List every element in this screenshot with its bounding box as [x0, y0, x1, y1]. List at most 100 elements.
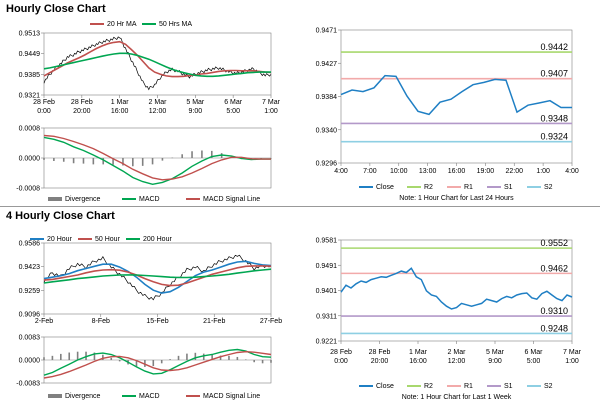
- hourly-macd-y-tick-label: 0.0000: [19, 156, 41, 163]
- hourly-macd-divergence-bar: [201, 150, 203, 158]
- four-hourly-levels-x-tick-label: 28 Feb: [330, 349, 352, 356]
- four-hourly-macd-divergence-bar: [169, 359, 171, 360]
- hourly-levels-plot-frame: [340, 29, 573, 164]
- hourly-levels-note: Note: 1 Hour Chart for Last 24 Hours: [399, 195, 514, 202]
- hourly-levels-x-tick-label: 16:00: [448, 168, 466, 175]
- four-hourly-macd-divergence-bar: [152, 360, 155, 367]
- four-hourly-macd-divergence-bar: [244, 359, 247, 360]
- hourly-levels-legend-label: R1: [464, 184, 473, 191]
- hourly-macd-divergence-bar: [181, 154, 183, 158]
- hourly-macd-divergence-bar: [171, 157, 174, 159]
- four-hourly-macd-y-tick-label: 0.0000: [19, 358, 41, 365]
- hourly-macd-legend-label: MACD: [139, 196, 160, 203]
- hourly-price-plot-frame: [43, 32, 272, 96]
- four-hourly-levels-x-tick-label: 2 Mar: [448, 349, 467, 356]
- four-hourly-price-x-tick-label: 27-Feb: [260, 318, 282, 325]
- four-hourly-macd-legend-swatch: [48, 394, 62, 398]
- hourly-price-y-tick-label: 0.9385: [19, 72, 41, 79]
- hourly-price-x-tick-label: 1:00: [264, 108, 278, 115]
- four-hourly-levels-x-tick-label: 0:00: [334, 358, 348, 365]
- hourly-macd-divergence-bar: [260, 158, 262, 159]
- four-hourly-levels-x-tick-label: 5 Mar: [486, 349, 505, 356]
- four-hourly-levels-legend-label: R1: [464, 383, 473, 390]
- four-hourly-price-legend-label: 50 Hour: [95, 236, 121, 243]
- four-hourly-levels-y-tick-label: 0.9311: [316, 313, 337, 320]
- four-hourly-macd-divergence-bar: [261, 360, 264, 364]
- four-hourly-macd-divergence-bar: [160, 360, 163, 364]
- hourly-levels-close-line: [340, 74, 572, 116]
- four-hourly-price-y-tick-label: 0.9586: [19, 241, 41, 248]
- hourly-price-x-tick-label: 28 Feb: [71, 99, 93, 106]
- four-hourly-price-x-tick-label: 2-Feb: [35, 318, 53, 325]
- hourly-levels-x-tick-label: 1:00: [536, 168, 550, 175]
- hourly-levels-y-tick-label: 0.9340: [316, 127, 338, 134]
- four-hourly-price-legend-label: 200 Hour: [143, 236, 172, 243]
- four-hourly-macd-divergence-bar: [202, 353, 205, 360]
- four-hourly-macd-y-tick-label: 0.0083: [19, 335, 41, 342]
- four-hourly-levels-x-tick-label: 9:00: [488, 358, 502, 365]
- hourly-macd-divergence-bar: [270, 158, 272, 159]
- hourly-levels-legend-label: S2: [544, 184, 553, 191]
- four-hourly-macd-divergence-bar: [219, 355, 222, 360]
- four-hourly-levels-x-tick-label: 16:00: [409, 358, 427, 365]
- four-hourly-levels-close-line: [340, 267, 573, 310]
- hourly-levels-x-tick-label: 7:00: [363, 168, 377, 175]
- hourly-macd-divergence-bar: [191, 151, 193, 158]
- hourly-price-x-tick-label: 28 Feb: [33, 99, 55, 106]
- hourly-levels-x-tick-label: 13:00: [419, 168, 437, 175]
- hourly-price-x-tick-label: 16:00: [111, 108, 129, 115]
- four-hourly-macd-divergence-bar: [177, 355, 180, 360]
- four-hourly-macd-divergence-bar: [118, 360, 121, 362]
- hourly-levels-y-tick-label: 0.9296: [316, 161, 338, 168]
- hourly-macd-y-tick-label: -0.0008: [16, 186, 40, 193]
- four-hourly-macd-y-tick-label: -0.0083: [16, 381, 40, 388]
- four-hourly-levels-legend-label: S2: [544, 383, 553, 390]
- hourly-price-y-tick-label: 0.9449: [19, 51, 41, 58]
- four-hourly-levels-x-tick-label: 5:00: [527, 358, 541, 365]
- hourly-levels-legend-label: S1: [504, 184, 513, 191]
- four-hourly-price-ma-line: [43, 260, 272, 294]
- four-hourly-levels-x-tick-label: 20:00: [371, 358, 389, 365]
- hourly-levels-level-label: 0.9324: [540, 132, 568, 142]
- hourly-price-legend-label: 50 Hrs MA: [159, 21, 192, 28]
- four-hourly-levels-x-tick-label: 6 Mar: [525, 349, 544, 356]
- four-hourly-price-ma-line: [43, 268, 272, 284]
- four-hourly-macd-divergence-bar: [43, 357, 45, 360]
- hourly-price-x-tick-label: 2 Mar: [149, 99, 168, 106]
- hourly-macd-signal-line: [43, 134, 271, 181]
- four-hourly-macd-divergence-bar: [93, 352, 96, 360]
- hourly-macd-y-tick-label: 0.0008: [19, 126, 41, 133]
- four-hourly-levels-x-tick-label: 1 Mar: [409, 349, 428, 356]
- section-divider: [0, 206, 600, 207]
- four-hourly-price-y-tick-label: 0.9096: [19, 312, 41, 319]
- four-hourly-section-title: 4 Hourly Close Chart: [6, 210, 115, 222]
- hourly-price-x-tick-label: 20:00: [73, 108, 91, 115]
- four-hourly-levels-level-label: 0.9462: [540, 263, 568, 273]
- four-hourly-price-ma-line: [43, 265, 272, 287]
- four-hourly-price-y-tick-label: 0.9423: [19, 264, 41, 271]
- hourly-macd-divergence-bar: [112, 158, 114, 165]
- four-hourly-price-price-line: [43, 254, 272, 301]
- hourly-levels-x-tick-label: 19:00: [477, 168, 495, 175]
- hourly-macd-legend-swatch: [48, 197, 62, 201]
- four-hourly-levels-legend-label: S1: [504, 383, 513, 390]
- hourly-levels-x-tick-label: 22:00: [505, 168, 523, 175]
- four-hourly-macd-divergence-bar: [270, 360, 272, 363]
- four-hourly-levels-x-tick-label: 12:00: [448, 358, 466, 365]
- four-hourly-levels-level-label: 0.9552: [540, 238, 568, 248]
- four-hourly-macd-legend-label: MACD: [139, 393, 160, 400]
- hourly-macd-divergence-bar: [62, 158, 65, 162]
- four-hourly-macd-legend-label: Divergence: [65, 393, 101, 400]
- hourly-levels-x-tick-label: 4:00: [334, 168, 348, 175]
- hourly-price-legend-label: 20 Hr MA: [107, 21, 137, 28]
- four-hourly-price-legend-label: 20 Hour: [47, 236, 73, 243]
- hourly-levels-legend-label: R2: [424, 184, 433, 191]
- four-hourly-macd-divergence-bar: [102, 354, 104, 360]
- hourly-macd-divergence-bar: [122, 158, 124, 166]
- four-hourly-macd-divergence-bar: [135, 360, 138, 367]
- hourly-price-x-tick-label: 6 Mar: [224, 99, 243, 106]
- hourly-levels-legend-label: Close: [376, 184, 394, 191]
- hourly-macd-divergence-bar: [141, 158, 144, 166]
- hourly-price-x-tick-label: 5 Mar: [186, 99, 205, 106]
